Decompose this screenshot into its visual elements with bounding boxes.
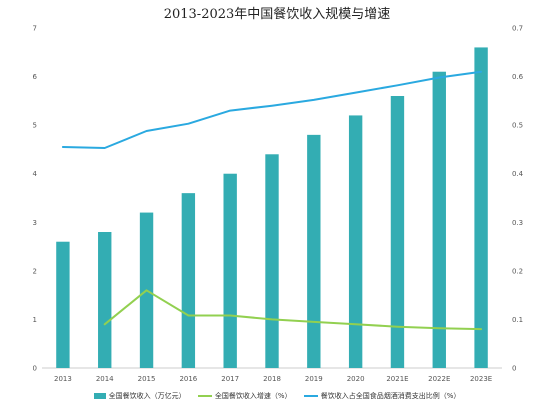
left-axis-tick-label: 2	[33, 267, 37, 275]
bar	[432, 71, 446, 368]
bar	[56, 241, 70, 368]
left-axis-tick-label: 4	[33, 170, 38, 178]
x-axis-tick-label: 2023E	[470, 375, 492, 383]
x-axis-tick-label: 2022E	[428, 375, 450, 383]
right-axis-tick-label: 0.3	[512, 219, 523, 227]
right-axis-tick-label: 0.6	[512, 73, 524, 81]
right-axis-tick-label: 0.2	[512, 267, 523, 275]
x-axis-tick-label: 2016	[179, 375, 197, 383]
bar	[307, 134, 321, 368]
right-axis-tick-label: 0.1	[512, 316, 523, 324]
legend-label-revenue: 全国餐饮收入（万亿元）	[108, 392, 186, 400]
left-axis: 0 1 2 3 4 5 6 7	[33, 25, 38, 373]
x-axis-tick-label: 2020	[347, 375, 365, 383]
x-axis-tick-label: 2017	[221, 375, 239, 383]
share-ratio-line	[61, 70, 483, 149]
bar	[348, 115, 363, 368]
growth-rate-line	[103, 289, 483, 331]
legend-swatch-share	[303, 395, 318, 397]
bar	[98, 232, 112, 368]
legend-swatch-revenue	[93, 393, 106, 399]
bar	[474, 47, 488, 369]
right-axis-tick-label: 0.5	[512, 122, 523, 130]
x-axis-tick-label: 2018	[263, 375, 281, 383]
bar	[223, 173, 237, 368]
right-axis-tick-label: 0	[512, 365, 516, 373]
left-axis-tick-label: 5	[33, 122, 37, 130]
chart-title: 2013-2023年中国餐饮收入规模与增速	[163, 7, 391, 22]
bar	[390, 96, 405, 368]
line-series	[61, 70, 483, 331]
left-axis-tick-label: 3	[33, 219, 37, 227]
bar-series	[56, 47, 488, 369]
x-axis-tick-label: 2019	[305, 375, 323, 383]
bar	[265, 154, 279, 368]
bar	[181, 193, 196, 368]
right-axis-tick-label: 0.4	[512, 170, 524, 178]
right-axis-tick-label: 0.7	[512, 25, 523, 33]
legend-swatch-growth	[197, 395, 212, 397]
legend-label-growth: 全国餐饮收入增速（%）	[214, 392, 292, 400]
legend-label-share: 餐饮收入占全国食品烟酒消费支出比例（%）	[320, 392, 461, 400]
right-axis: 0 0.1 0.2 0.3 0.4 0.5 0.6 0.7	[512, 25, 524, 373]
legend-item-share: 餐饮收入占全国食品烟酒消费支出比例（%）	[303, 391, 461, 401]
x-axis-tick-label: 2013	[54, 375, 72, 383]
x-axis-tick-label: 2014	[96, 375, 114, 383]
left-axis-tick-label: 7	[33, 25, 37, 33]
legend-item-revenue: 全国餐饮收入（万亿元）	[93, 391, 186, 401]
left-axis-tick-label: 1	[33, 316, 37, 324]
x-axis: 2013 2014 2015 2016 2017 2018 2019 2020 2021E 202…	[54, 375, 492, 383]
left-axis-tick-label: 0	[33, 365, 37, 373]
x-axis-tick-label: 2015	[138, 375, 156, 383]
legend-item-growth: 全国餐饮收入增速（%）	[197, 391, 292, 401]
x-axis-tick-label: 2021E	[386, 375, 408, 383]
left-axis-tick-label: 6	[33, 73, 38, 81]
legend: 全国餐饮收入（万亿元） 全国餐饮收入增速（%） 餐饮收入占全国食品烟酒消费支出比…	[0, 391, 554, 401]
